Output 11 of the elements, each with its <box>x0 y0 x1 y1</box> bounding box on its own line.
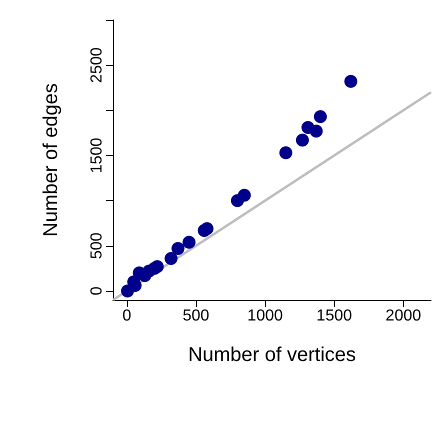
x-tick-label: 500 <box>182 308 210 324</box>
y-tick-label: 0 <box>88 286 106 296</box>
y-tick-label: 1500 <box>88 138 106 174</box>
y-tick-label: 500 <box>88 232 106 260</box>
x-tick-label: 1500 <box>316 308 352 324</box>
y-axis-title: Number of edges <box>40 83 62 237</box>
x-tick-label: 0 <box>122 308 132 324</box>
y-tick-label: 2500 <box>88 47 106 83</box>
x-axis-title: Number of vertices <box>188 344 356 366</box>
x-tick-label: 1000 <box>247 308 283 324</box>
x-tick-label: 2000 <box>386 308 422 324</box>
